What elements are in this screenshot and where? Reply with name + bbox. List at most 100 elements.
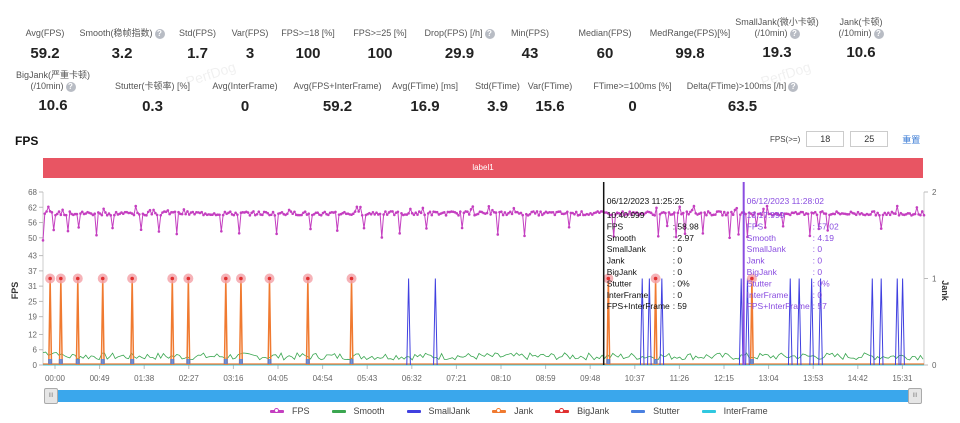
fps-point xyxy=(234,211,237,215)
fps-point xyxy=(610,213,614,216)
fps-point xyxy=(266,211,270,215)
fps-point xyxy=(293,210,296,214)
fps-point xyxy=(762,207,765,211)
fps-point xyxy=(780,212,783,215)
fps-threshold-2-input[interactable] xyxy=(850,131,889,147)
fps-point xyxy=(375,211,378,214)
legend-item-smalljank[interactable]: SmallJank xyxy=(406,406,470,416)
tooltip-key: SmallJank xyxy=(607,244,647,254)
smalljank-spike xyxy=(639,278,645,366)
legend-item-smooth[interactable]: Smooth xyxy=(331,406,385,416)
fps-point xyxy=(423,213,426,217)
fps-point xyxy=(98,212,102,215)
fps-point xyxy=(286,212,289,216)
fps-point xyxy=(590,213,594,216)
fps-point xyxy=(323,210,327,214)
stat-value: 16.9 xyxy=(410,98,440,115)
fps-point xyxy=(649,211,653,215)
fps-point xyxy=(714,213,717,216)
help-icon[interactable]: ? xyxy=(789,28,800,39)
fps-point xyxy=(139,228,143,232)
time-range-slider[interactable] xyxy=(46,390,920,402)
fps-point xyxy=(655,206,658,210)
jank-spike xyxy=(267,278,272,366)
fps-point xyxy=(384,210,387,213)
slider-handle-start[interactable]: III xyxy=(44,388,58,404)
stat-11: Jank(卡顿) (/10min)? 10.6 xyxy=(826,17,896,61)
help-icon[interactable]: ? xyxy=(873,28,884,39)
fps-point xyxy=(469,208,473,211)
fps-point xyxy=(671,213,674,216)
legend-item-bigjank[interactable]: BigJank xyxy=(555,406,609,416)
help-icon[interactable]: ? xyxy=(154,28,165,39)
y2-axis-title: Jank xyxy=(940,280,950,302)
stutter-mark xyxy=(58,359,63,364)
fps-point xyxy=(396,210,400,214)
fps-point xyxy=(280,210,284,214)
stat-3: Avg(FPS+InterFrame) 59.2 xyxy=(285,70,390,115)
bigjank-marker xyxy=(267,276,272,281)
fps-point xyxy=(533,212,537,215)
x-tick-label: 09:48 xyxy=(580,374,601,383)
fps-point xyxy=(287,208,291,212)
fps-point xyxy=(45,210,48,213)
help-icon[interactable]: ? xyxy=(65,81,76,92)
help-icon[interactable]: ? xyxy=(788,81,799,92)
fps-point xyxy=(699,211,703,215)
fps-point xyxy=(542,212,546,215)
fps-point xyxy=(817,227,821,231)
fps-point xyxy=(228,210,232,214)
label-band[interactable]: label1 xyxy=(43,158,923,178)
fps-point xyxy=(155,213,159,217)
legend-item-stutter[interactable]: Stutter xyxy=(631,406,680,416)
tooltip-key: SmallJank xyxy=(747,244,787,254)
stat-9: MedRange(FPS)[%] 99.8 xyxy=(645,17,735,62)
fps-point xyxy=(708,211,712,215)
x-tick-label: 15:31 xyxy=(892,374,913,383)
fps-point xyxy=(485,211,489,215)
jank-spike xyxy=(170,278,175,366)
fps-point xyxy=(369,212,373,216)
fps-point xyxy=(763,226,767,229)
bigjank-marker xyxy=(130,276,134,281)
fps-point xyxy=(257,210,261,213)
tooltip-key: FPS xyxy=(607,221,624,231)
fps-threshold-1-input[interactable] xyxy=(806,131,845,147)
help-icon[interactable]: ? xyxy=(484,28,495,39)
stat-4: Avg(FTime) [ms] 16.9 xyxy=(385,70,465,115)
fps-point xyxy=(897,213,901,217)
legend-item-fps[interactable]: FPS xyxy=(270,406,310,416)
fps-point xyxy=(539,210,542,214)
tooltip-elapsed: 13:17:999 xyxy=(747,210,785,220)
tooltip-value: : 0 xyxy=(813,256,823,266)
x-tick-label: 11:26 xyxy=(670,374,690,383)
fps-point xyxy=(371,210,375,214)
fps-point xyxy=(130,212,134,215)
fps-point xyxy=(824,212,828,216)
legend-item-jank[interactable]: Jank xyxy=(492,406,533,416)
stutter-mark xyxy=(606,359,611,364)
fps-point xyxy=(806,212,810,216)
fps-point xyxy=(899,211,903,215)
fps-point xyxy=(803,213,806,217)
fps-point xyxy=(856,210,860,214)
reset-link[interactable]: 重置 xyxy=(902,134,921,145)
fps-point xyxy=(728,236,731,240)
fps-point xyxy=(355,205,359,209)
stat-label: Var(FTime) xyxy=(527,81,573,91)
tooltip-key: Stutter xyxy=(607,278,632,288)
fps-point xyxy=(794,210,797,214)
legend-item-interframe[interactable]: InterFrame xyxy=(701,406,768,416)
fps-point xyxy=(271,210,275,214)
fps-point xyxy=(922,213,926,217)
fps-point xyxy=(273,214,277,217)
legend-swatch xyxy=(555,407,570,413)
slider-handle-end[interactable]: III xyxy=(908,388,922,404)
legend-swatch xyxy=(492,407,507,413)
fps-point xyxy=(505,213,508,217)
y-tick-label: 0 xyxy=(33,361,38,370)
fps-point xyxy=(180,212,184,216)
fps-point xyxy=(476,212,480,216)
bigjank-marker xyxy=(170,276,175,281)
